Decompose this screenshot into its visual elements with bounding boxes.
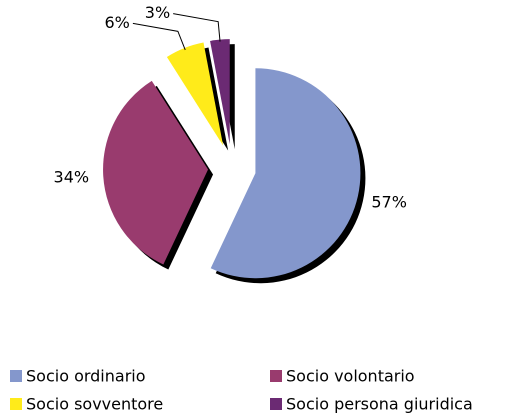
slice [103, 80, 209, 265]
slice [210, 68, 361, 279]
legend-swatch [10, 398, 22, 410]
data-label: 3% [145, 3, 170, 22]
data-label: 34% [54, 168, 90, 187]
legend-label: Socio persona giuridica [286, 395, 473, 414]
legend-swatch [270, 370, 282, 382]
slice [210, 39, 230, 145]
legend-label: Socio volontario [286, 367, 415, 386]
data-label: 6% [104, 13, 129, 32]
legend-label: Socio ordinario [26, 367, 146, 386]
legend-swatch [270, 398, 282, 410]
data-label: 57% [371, 193, 407, 212]
slice [166, 42, 224, 146]
legend-label: Socio sovventore [26, 395, 163, 414]
leader-line [132, 22, 186, 51]
legend-swatch [10, 370, 22, 382]
leader-line [173, 13, 221, 42]
